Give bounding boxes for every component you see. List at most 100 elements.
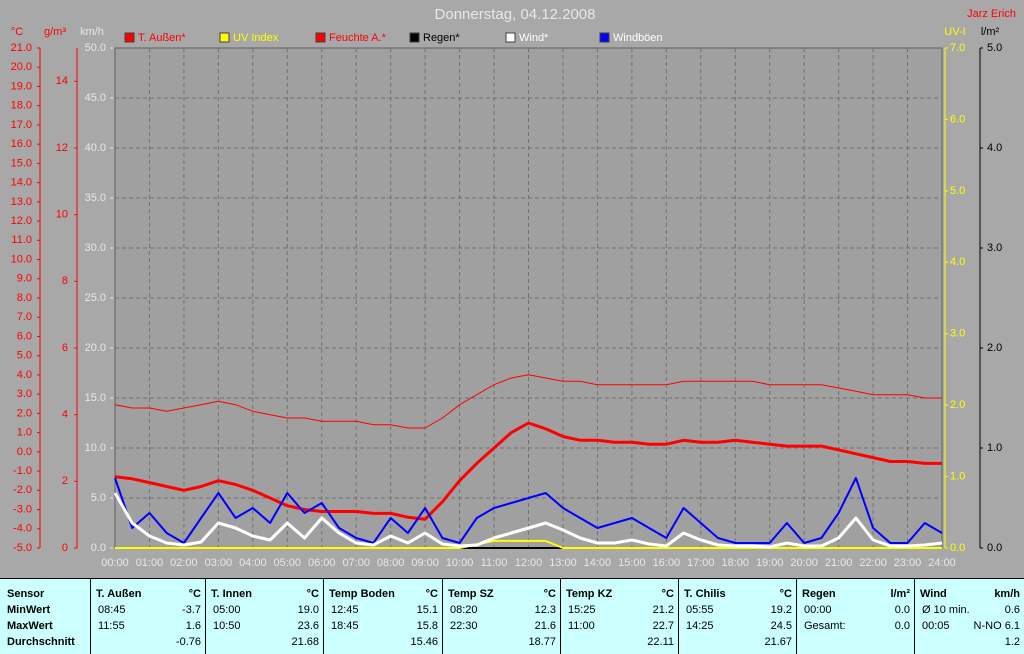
y-tick-label: 20.0	[85, 342, 106, 354]
sensor-name: Wind	[920, 588, 947, 600]
y-tick-label: 21.0	[11, 42, 32, 54]
max-value: 1.6	[185, 620, 201, 632]
min-time: 08:20	[450, 604, 478, 616]
max-value: 23.6	[297, 620, 319, 632]
x-tick-label: 01:00	[136, 557, 164, 569]
x-tick-label: 03:00	[205, 557, 233, 569]
col-sep	[560, 579, 561, 654]
x-tick-label: 24:00	[928, 557, 956, 569]
max-value: 0.0	[894, 620, 910, 632]
y-tick-label: 1.0	[950, 470, 965, 482]
y-tick-label: 20.0	[11, 61, 32, 73]
col-sep	[796, 579, 797, 654]
sensor-name: T. Innen	[211, 588, 252, 600]
y-tick-label: 4	[62, 409, 68, 421]
row-label: Durchschnitt	[7, 636, 75, 648]
x-tick-label: 20:00	[790, 557, 818, 569]
sensor-unit: km/h	[994, 588, 1020, 600]
sensor-unit: l/m²	[890, 588, 910, 600]
series-line	[114, 477, 943, 544]
min-time: 08:45	[98, 604, 126, 616]
col-sep	[90, 579, 91, 654]
y-tick-label: 6.0	[17, 330, 32, 342]
y-tick-label: -3.0	[13, 503, 32, 515]
y-tick-label: 11.0	[11, 234, 32, 246]
legend-label: UV Index	[233, 32, 279, 44]
avg-value: 21.68	[291, 636, 319, 648]
series-line	[113, 492, 943, 549]
y-tick-label: 45.0	[85, 92, 106, 104]
y-tick-label: 1.0	[987, 442, 1002, 454]
max-time: 18:45	[331, 620, 359, 632]
y-tick-label: 2.0	[987, 342, 1002, 354]
min-time: Ø 10 min.	[922, 604, 970, 616]
sensor-name: Regen	[802, 588, 836, 600]
y-tick-label: 5.0	[950, 185, 965, 197]
x-tick-label: 22:00	[859, 557, 887, 569]
col-sep	[914, 579, 915, 654]
sensor-name: Temp SZ	[448, 588, 494, 600]
y-tick-label: 30.0	[85, 242, 106, 254]
y-tick-label: -4.0	[13, 523, 32, 535]
y-tick-label: 2.0	[950, 399, 965, 411]
series-line	[115, 539, 942, 549]
x-tick-label: 09:00	[411, 557, 439, 569]
legend-label: Windböen	[613, 32, 663, 44]
axis-unit: UV-I	[944, 26, 965, 38]
row-label: MinWert	[7, 604, 51, 616]
row-label: Sensor	[7, 588, 45, 600]
row-label: MaxWert	[7, 620, 53, 632]
x-tick-label: 21:00	[825, 557, 853, 569]
max-time: 00:05	[922, 620, 950, 632]
y-tick-label: 6	[62, 342, 68, 354]
sensor-unit: °C	[306, 588, 319, 600]
max-value: N-NO 6.1	[973, 620, 1020, 632]
y-tick-label: 7.0	[950, 42, 965, 54]
min-value: 0.0	[894, 604, 910, 616]
min-value: 15.1	[416, 604, 438, 616]
y-tick-label: 3.0	[17, 388, 32, 400]
y-tick-label: 4.0	[987, 142, 1002, 154]
y-tick-label: 13.0	[11, 196, 32, 208]
y-tick-label: 0.0	[17, 446, 32, 458]
min-time: 05:55	[686, 604, 714, 616]
legend-swatch	[124, 32, 135, 43]
legend-swatch	[219, 32, 230, 43]
axis-unit: l/m²	[981, 26, 1000, 38]
y-tick-label: -2.0	[13, 484, 32, 496]
y-tick-label: 16.0	[11, 138, 32, 150]
stats-table: Sensor MinWert MaxWert Durchschnitt T. Außen…	[0, 578, 1024, 654]
y-tick-label: 10	[56, 209, 68, 221]
sensor-name: T. Chilis	[684, 588, 726, 600]
avg-value: 22.11	[647, 636, 674, 648]
x-tick-label: 16:00	[653, 557, 681, 569]
y-tick-label: 5.0	[17, 350, 32, 362]
min-value: 21.2	[652, 604, 674, 616]
y-tick-label: 1.0	[17, 427, 32, 439]
avg-value: 1.2	[1004, 636, 1020, 648]
y-tick-label: 9.0	[17, 273, 32, 285]
max-time: 11:55	[98, 620, 125, 632]
x-tick-label: 17:00	[687, 557, 715, 569]
y-tick-label: 14	[56, 75, 68, 87]
y-tick-label: 17.0	[11, 119, 32, 131]
x-tick-label: 10:00	[446, 557, 474, 569]
y-tick-label: 5.0	[91, 492, 106, 504]
min-value: 19.0	[297, 604, 319, 616]
sensor-name: Temp KZ	[566, 588, 613, 600]
x-tick-label: 06:00	[308, 557, 336, 569]
legend-label: Regen*	[423, 32, 460, 44]
max-value: 21.6	[534, 620, 556, 632]
y-tick-label: 40.0	[85, 142, 106, 154]
y-tick-label: 10.0	[11, 253, 32, 265]
series-line	[114, 374, 942, 429]
legend-swatch	[315, 32, 326, 43]
y-tick-label: 7.0	[17, 311, 32, 323]
y-tick-label: 50.0	[85, 42, 106, 54]
sensor-name: Temp Boden	[329, 588, 395, 600]
axis-unit: km/h	[80, 26, 104, 38]
min-time: 05:00	[213, 604, 241, 616]
y-tick-label: 12.0	[11, 215, 32, 227]
min-time: 12:45	[331, 604, 359, 616]
min-value: 0.6	[1004, 604, 1020, 616]
